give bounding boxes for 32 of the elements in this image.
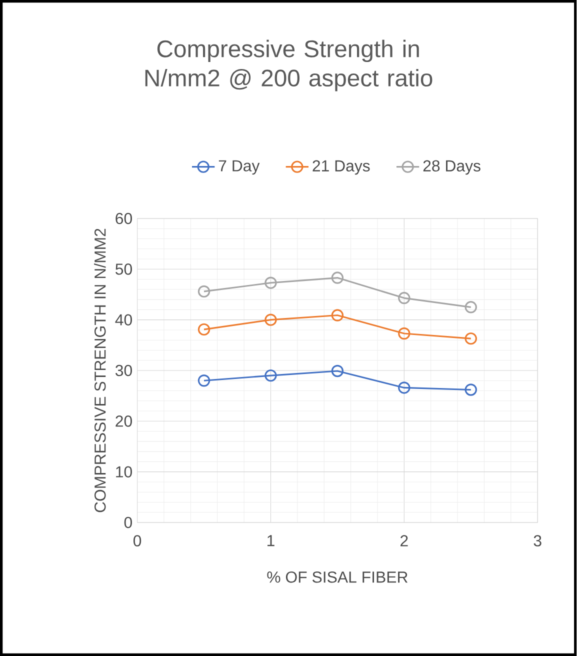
y-tick-label: 20: [116, 416, 132, 427]
point: [198, 285, 210, 298]
x-tick-label: 1: [268, 535, 275, 546]
x-axis-title: % OF SISAL FIBER: [267, 571, 408, 583]
x-tick-label: 2: [400, 535, 408, 546]
point: [264, 369, 277, 382]
point: [198, 374, 210, 387]
point: [464, 384, 478, 396]
x-tick-label: 3: [534, 535, 542, 546]
y-tick-label: 40: [115, 314, 132, 326]
y-axis-title: COMPRESSIVE STRENGTH IN N/MM2: [94, 228, 106, 512]
point: [398, 327, 410, 340]
point: [464, 301, 478, 314]
x-tick-label: 0: [134, 535, 142, 546]
y-tick-label: 30: [116, 364, 132, 376]
y-tick-label: 60: [116, 212, 132, 224]
legend-label: 21 Days: [312, 160, 370, 175]
point: [331, 309, 344, 322]
point: [198, 323, 210, 336]
y-tick-label: 10: [116, 466, 132, 478]
point: [398, 382, 410, 394]
y-tick-label: 0: [124, 516, 132, 528]
legend-label: 28 Days: [424, 160, 481, 175]
y-tick-label: 50: [116, 264, 132, 275]
point: [264, 276, 277, 289]
point: [464, 332, 478, 345]
point: [398, 292, 410, 304]
point: [264, 314, 277, 326]
chart-title: Compressive Strength in N/mm2 @ 200 aspect ratio: [146, 40, 432, 92]
point: [331, 364, 344, 378]
legend-label: 7 Day: [219, 160, 260, 175]
point: [331, 272, 344, 284]
